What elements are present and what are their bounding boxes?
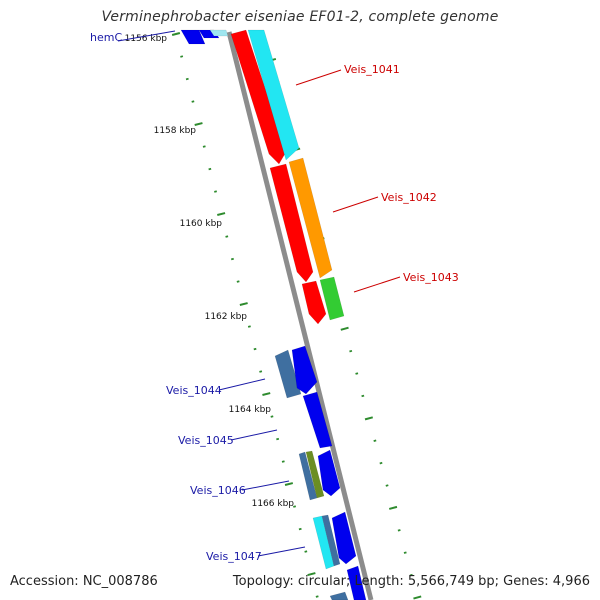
gene-label-veis-1047[interactable]: Veis_1047 bbox=[206, 550, 262, 563]
kbp-label: 1162 kbp bbox=[205, 312, 248, 322]
major-tick bbox=[217, 212, 226, 216]
minor-tick bbox=[361, 394, 365, 398]
kbp-label: 1158 kbp bbox=[154, 126, 197, 136]
minor-tick bbox=[349, 349, 353, 353]
minor-tick bbox=[185, 77, 189, 81]
minor-tick bbox=[355, 372, 359, 375]
minor-tick bbox=[236, 280, 240, 283]
gene-veis-1046-b[interactable] bbox=[305, 450, 325, 499]
minor-tick bbox=[230, 257, 234, 261]
major-tick bbox=[307, 572, 316, 577]
kbp-label: 1164 kbp bbox=[229, 405, 272, 415]
gene-label-veis-1046[interactable]: Veis_1046 bbox=[190, 484, 246, 497]
gene-bottom-partial[interactable] bbox=[329, 591, 349, 600]
gene-veis-1047-c[interactable] bbox=[331, 511, 357, 565]
gene-veis-1044[interactable] bbox=[274, 349, 302, 399]
gene-veis-1041-red[interactable] bbox=[230, 29, 287, 165]
kbp-labels: 1156 kbp 1158 kbp 1160 kbp 1162 kbp 1164… bbox=[125, 34, 295, 509]
kbp-label: 1156 kbp bbox=[125, 34, 168, 44]
major-tick bbox=[388, 505, 398, 510]
minor-tick bbox=[403, 551, 407, 554]
gene-labels: hemC Veis_1041 Veis_1042 Veis_1043 Veis_… bbox=[90, 30, 459, 563]
minor-tick bbox=[202, 145, 206, 148]
minor-tick bbox=[385, 484, 389, 487]
gene-bottom-partial-b[interactable] bbox=[346, 565, 367, 600]
major-tick bbox=[284, 482, 294, 486]
minor-tick bbox=[180, 55, 184, 58]
minor-tick bbox=[315, 595, 319, 598]
gene-label-veis-1045[interactable]: Veis_1045 bbox=[178, 434, 234, 447]
minor-tick bbox=[259, 370, 263, 373]
gene-label-veis-1042[interactable]: Veis_1042 bbox=[381, 191, 437, 204]
gene-veis-1045[interactable] bbox=[302, 391, 333, 449]
major-tick bbox=[413, 595, 422, 600]
gene-hemC-block[interactable] bbox=[180, 29, 206, 45]
gene-top-faded[interactable] bbox=[209, 29, 229, 37]
gene-veis-1043[interactable] bbox=[319, 276, 345, 321]
major-tick bbox=[239, 302, 248, 306]
minor-tick bbox=[247, 325, 251, 328]
minor-tick bbox=[409, 573, 413, 577]
kbp-label: 1166 kbp bbox=[252, 499, 295, 509]
minor-tick bbox=[276, 437, 280, 441]
gene-veis-1041[interactable] bbox=[247, 29, 300, 161]
gene-label-veis-1041[interactable]: Veis_1041 bbox=[344, 63, 400, 76]
kbp-label: 1160 kbp bbox=[180, 219, 223, 229]
major-tick bbox=[262, 392, 271, 396]
minor-tick bbox=[225, 235, 229, 238]
gene-veis-1042-red[interactable] bbox=[269, 163, 314, 283]
gene-features bbox=[180, 29, 367, 600]
map-title: Verminephrobacter eiseniae EF01-2, compl… bbox=[101, 9, 499, 25]
gene-label-veis-1043[interactable]: Veis_1043 bbox=[403, 271, 459, 284]
minor-tick bbox=[281, 460, 285, 463]
topology-text: Topology: circular; Length: 5,566,749 bp… bbox=[232, 574, 590, 589]
gene-label-veis-1044[interactable]: Veis_1044 bbox=[166, 384, 222, 397]
minor-tick bbox=[214, 190, 217, 193]
major-tick bbox=[364, 416, 374, 421]
minor-tick bbox=[373, 439, 377, 442]
minor-tick bbox=[253, 347, 257, 351]
major-tick bbox=[340, 326, 349, 331]
minor-tick bbox=[270, 415, 274, 418]
minor-tick bbox=[208, 167, 212, 171]
minor-tick bbox=[379, 461, 383, 465]
gene-veis-1046-c[interactable] bbox=[317, 449, 341, 497]
gene-veis-1044-b[interactable] bbox=[291, 345, 318, 395]
minor-tick bbox=[304, 550, 308, 553]
minor-tick bbox=[293, 505, 297, 508]
gene-veis-1043-red[interactable] bbox=[301, 280, 327, 325]
major-tick bbox=[194, 122, 203, 126]
accession-text: Accession: NC_008786 bbox=[10, 574, 158, 589]
minor-tick bbox=[191, 100, 195, 103]
genome-backbone bbox=[226, 31, 374, 600]
gene-label-hemc[interactable]: hemC bbox=[90, 31, 122, 44]
minor-tick bbox=[397, 529, 401, 532]
minor-tick bbox=[298, 527, 302, 531]
gene-veis-1042[interactable] bbox=[288, 157, 333, 279]
inner-tick-track bbox=[171, 32, 319, 598]
gene-veis-1047-b[interactable] bbox=[321, 514, 341, 567]
major-tick bbox=[171, 32, 181, 36]
